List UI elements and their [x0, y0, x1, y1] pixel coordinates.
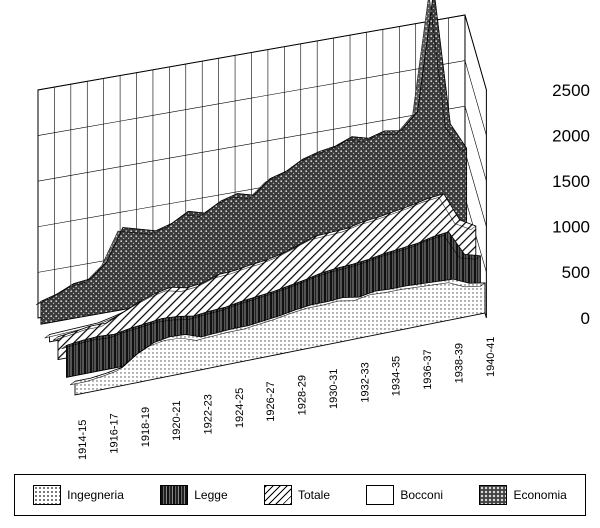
x-tick-label: 1916-17: [108, 413, 120, 453]
y-tick-label: 2500: [552, 81, 590, 100]
chart-legend: Ingegneria Legge Totale Bocconi Economia: [14, 474, 586, 516]
series-ribbon-top-totale: [52, 193, 477, 341]
y-axis-labels: 0 500 1000 1500 2000 2500: [552, 81, 590, 328]
right-wall-gridline: [464, 151, 487, 227]
legend-label-totale: Totale: [297, 488, 331, 502]
x-tick-label: 1940-41: [485, 337, 497, 377]
x-tick-label: 1924-25: [234, 388, 246, 428]
x-tick-label: 1922-23: [203, 394, 215, 434]
legend-item-legge: Legge: [160, 485, 228, 505]
chart-canvas: 0 500 1000 1500 2000 2500 1914-15 1916-17 1918-…: [35, 0, 590, 460]
x-tick-label: 1926-27: [265, 381, 277, 421]
back-wall-gridline-h: [37, 60, 466, 136]
legend-item-ingegneria: Ingegneria: [33, 485, 124, 505]
back-wall-gridline-h: [37, 14, 466, 91]
legend-item-totale: Totale: [263, 485, 331, 505]
back-wall-gridline-h: [37, 105, 466, 182]
legend-label-economia: Economia: [513, 488, 567, 502]
legend-swatch-ingegneria: [33, 485, 62, 505]
right-wall-gridline: [464, 60, 487, 136]
legend-swatch-bocconi: [366, 485, 395, 505]
legend-swatch-economia: [479, 485, 508, 505]
legend-label-bocconi: Bocconi: [400, 488, 444, 502]
x-tick-label: 1938-39: [453, 343, 465, 383]
right-wall-gridline: [464, 14, 487, 90]
series-ribbon-top-economia: [35, 0, 468, 306]
x-tick-label: 1918-19: [140, 407, 152, 447]
legend-item-economia: Economia: [479, 485, 567, 505]
y-tick-label: 0: [581, 309, 590, 328]
series-ribbon-top-legge: [61, 231, 482, 350]
x-tick-label: 1920-21: [171, 400, 183, 440]
y-tick-label: 2000: [552, 126, 590, 145]
x-tick-label: 1936-37: [422, 349, 434, 389]
legend-label-ingegneria: Ingegneria: [67, 488, 124, 502]
legend-label-legge: Legge: [194, 488, 228, 502]
y-tick-label: 1000: [552, 218, 590, 237]
legend-swatch-totale: [263, 485, 292, 505]
x-tick-label: 1932-33: [359, 362, 371, 402]
series-ribbon-top-ingegneria: [69, 278, 486, 386]
y-tick-label: 500: [562, 263, 590, 282]
x-axis-labels: 1914-15 1916-17 1918-19 1920-21 1922-23 1924-…: [77, 337, 497, 460]
legend-item-bocconi: Bocconi: [366, 485, 443, 505]
right-wall-gridline: [464, 106, 487, 182]
x-tick-label: 1928-29: [297, 375, 309, 415]
y-tick-label: 1500: [552, 172, 590, 191]
chart-series-ribbons: [35, 0, 486, 396]
x-tick-label: 1914-15: [77, 420, 89, 460]
x-tick-label: 1934-35: [391, 356, 403, 396]
x-tick-label: 1930-31: [328, 369, 340, 409]
legend-swatch-legge: [160, 485, 189, 505]
